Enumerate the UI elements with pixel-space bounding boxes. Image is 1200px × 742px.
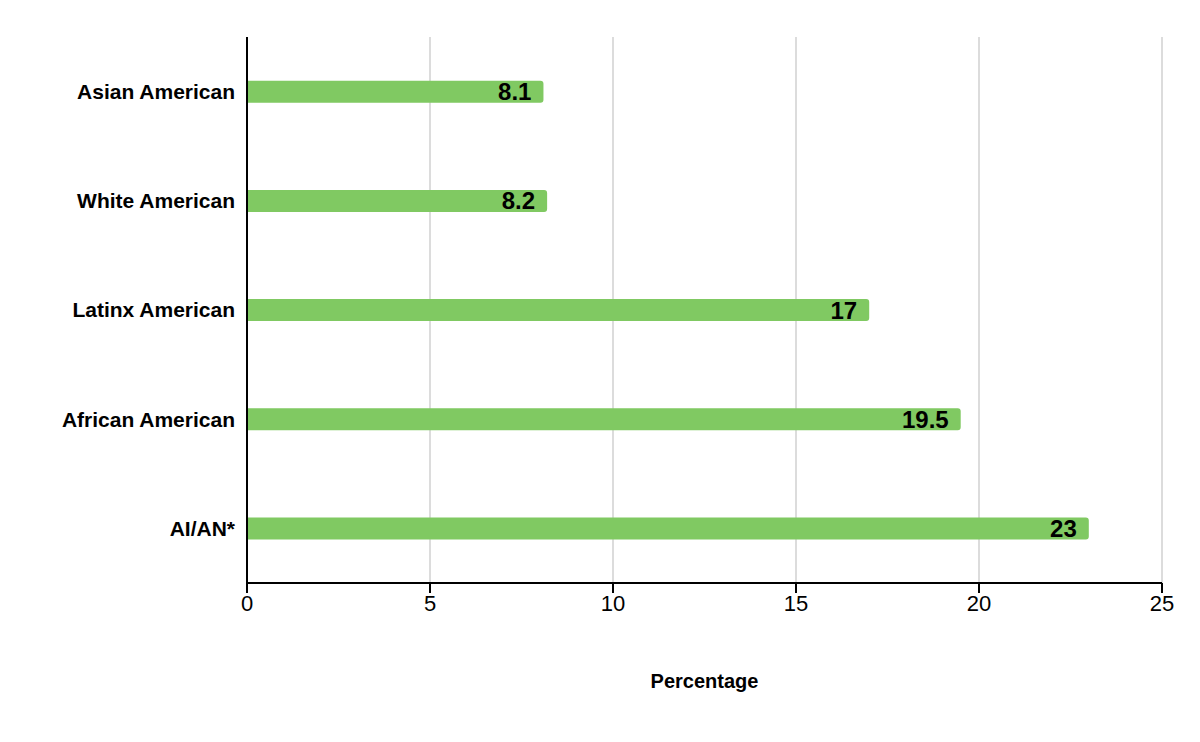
svg-text:8.2: 8.2 xyxy=(502,187,535,214)
svg-text:White American: White American xyxy=(77,189,235,212)
svg-text:19.5: 19.5 xyxy=(902,406,949,433)
svg-text:17: 17 xyxy=(830,297,857,324)
svg-text:5: 5 xyxy=(424,591,436,616)
svg-text:0: 0 xyxy=(241,591,253,616)
svg-text:Percentage: Percentage xyxy=(651,670,759,692)
svg-text:23: 23 xyxy=(1050,515,1077,542)
svg-text:8.1: 8.1 xyxy=(498,78,531,105)
svg-text:Latinx American: Latinx American xyxy=(72,298,235,321)
svg-text:Asian American: Asian American xyxy=(77,80,235,103)
svg-text:AI/AN*: AI/AN* xyxy=(170,517,236,540)
svg-text:10: 10 xyxy=(601,591,625,616)
svg-text:20: 20 xyxy=(967,591,991,616)
svg-text:15: 15 xyxy=(784,591,808,616)
svg-text:25: 25 xyxy=(1150,591,1174,616)
svg-text:African American: African American xyxy=(62,408,235,431)
